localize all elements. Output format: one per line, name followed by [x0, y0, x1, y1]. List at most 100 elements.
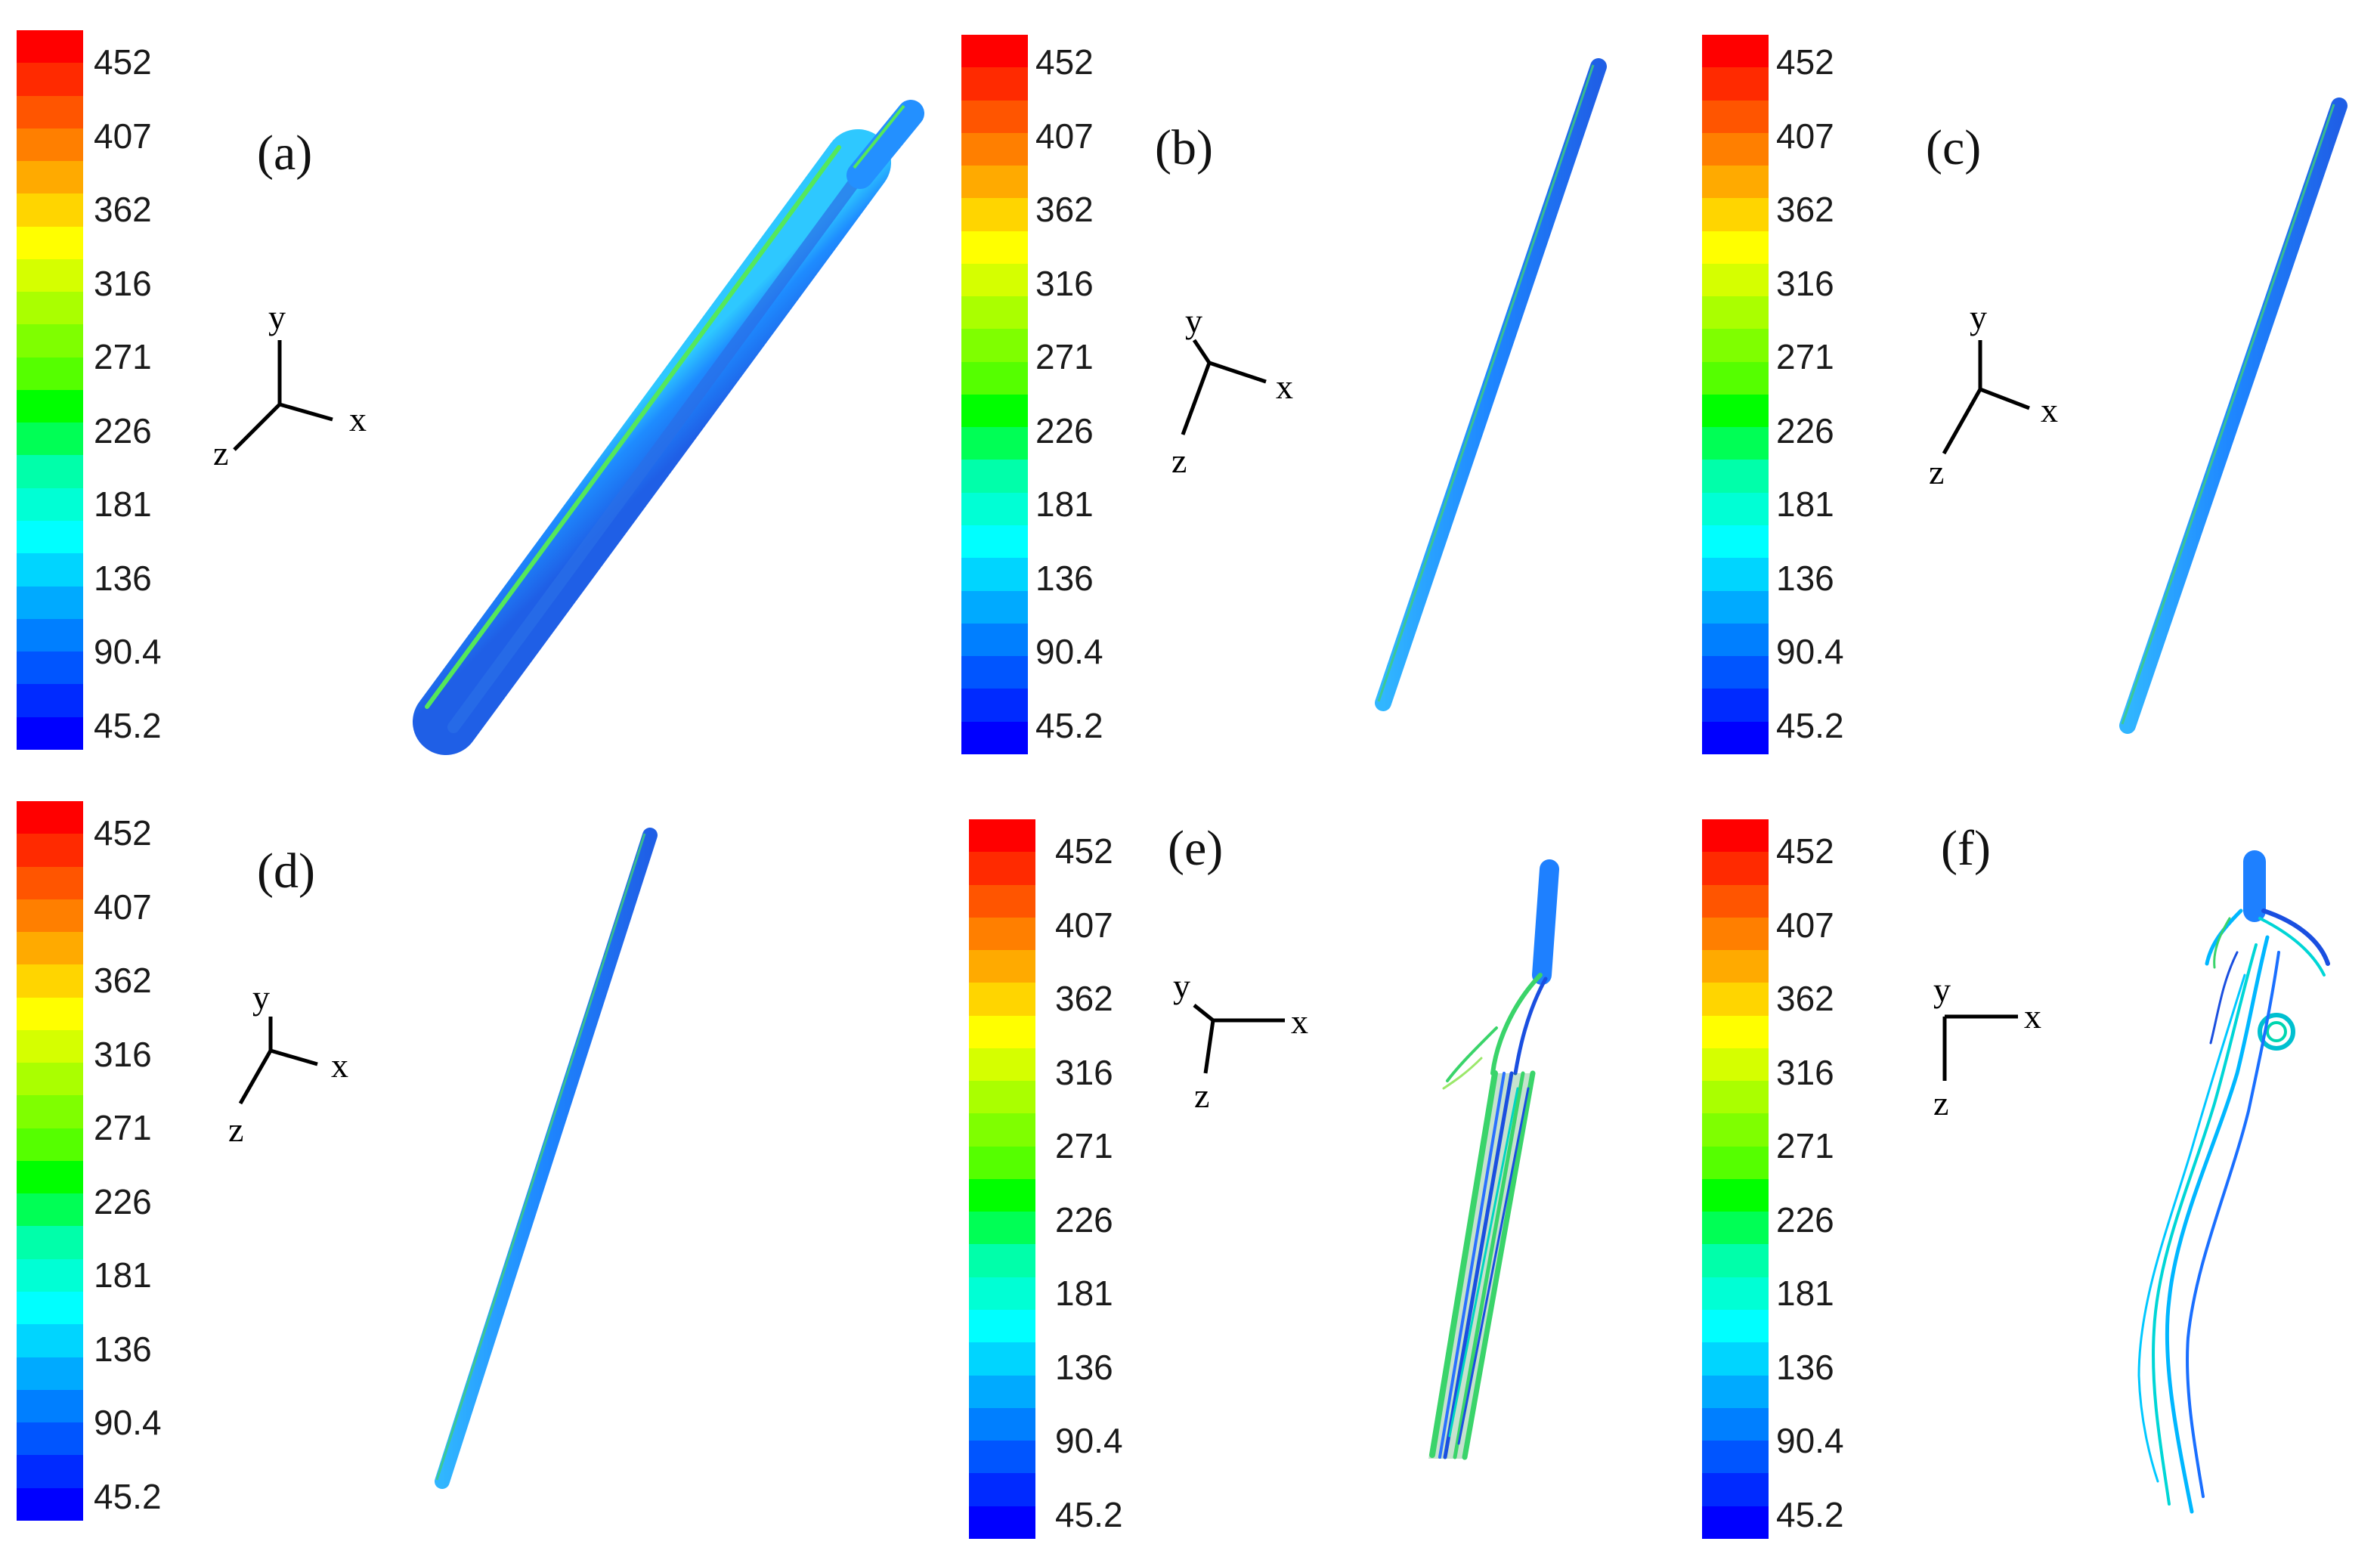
axis-label-z: z: [1171, 441, 1187, 480]
axis-label-x: x: [1276, 367, 1293, 406]
legend-tick-label: 226: [94, 1181, 152, 1221]
axis-label-x: x: [349, 400, 367, 438]
legend-tick-label: 90.4: [94, 1403, 162, 1443]
legend-swatch: [1702, 492, 1769, 525]
legend-swatch: [1702, 1473, 1769, 1506]
legend-tick-label: 226: [1035, 410, 1094, 450]
color-legend-d: [17, 801, 83, 1521]
legend-swatch: [969, 1244, 1035, 1277]
legend-swatch: [961, 394, 1028, 428]
legend-tick-label: 181: [94, 1255, 152, 1295]
axis-triad-b: y x z: [1171, 302, 1293, 480]
axis-label-y: y: [252, 978, 270, 1017]
legend-tick-label: 45.2: [1055, 1495, 1123, 1534]
legend-swatch: [17, 866, 83, 899]
legend-tick-label: 316: [1055, 1052, 1113, 1092]
legend-tick-label: 271: [94, 337, 152, 377]
axis-label-x: x: [1291, 1002, 1308, 1041]
legend-swatch: [17, 193, 83, 227]
legend-swatch: [1702, 884, 1769, 918]
legend-swatch: [969, 819, 1035, 853]
legend-swatch: [1702, 1146, 1769, 1179]
legend-swatch: [17, 389, 83, 423]
axis-label-x: x: [331, 1046, 348, 1085]
legend-swatch: [1702, 296, 1769, 330]
legend-swatch: [961, 166, 1028, 199]
legend-tick-label: 226: [94, 410, 152, 450]
legend-swatch: [969, 1277, 1035, 1310]
legend-swatch: [961, 231, 1028, 264]
legend-swatch: [1702, 231, 1769, 264]
panel-label-b: (b): [1155, 120, 1213, 175]
legend-swatch: [1702, 132, 1769, 166]
legend-swatch: [1702, 1015, 1769, 1048]
axis-label-z: z: [228, 1110, 243, 1149]
legend-swatch: [1702, 689, 1769, 722]
legend-swatch: [969, 1212, 1035, 1245]
legend-swatch: [969, 1375, 1035, 1408]
legend-swatch: [17, 226, 83, 259]
legend-swatch: [17, 357, 83, 390]
axis-label-z: z: [1933, 1084, 1948, 1122]
legend-tick-label: 316: [1035, 263, 1094, 303]
legend-swatch: [1702, 525, 1769, 559]
legend-tick-label: 452: [1776, 831, 1834, 871]
legend-swatch: [1702, 721, 1769, 754]
legend-swatch: [961, 329, 1028, 362]
legend-tick-label: 226: [1055, 1199, 1113, 1240]
legend-swatch: [969, 1146, 1035, 1179]
legend-swatch: [969, 1178, 1035, 1212]
legend-swatch: [17, 30, 83, 63]
legend-tick-label: 90.4: [1776, 632, 1844, 672]
legend-tick-label: 181: [1776, 1274, 1834, 1314]
axis-label-y: y: [1933, 970, 1951, 1009]
legend-swatch: [1702, 263, 1769, 297]
legend-swatch: [1702, 35, 1769, 68]
legend-swatch: [1702, 950, 1769, 983]
axis-triad-e: y x z: [1173, 967, 1308, 1115]
panel-label-c: (c): [1926, 120, 1982, 175]
legend-tick-label: 362: [1055, 979, 1113, 1019]
legend-swatch: [17, 1389, 83, 1423]
legend-swatch: [969, 1015, 1035, 1048]
legend-swatch: [1702, 1441, 1769, 1474]
legend-tick-label: 271: [94, 1108, 152, 1148]
axis-label-y: y: [1970, 298, 1987, 336]
color-legend-f: [1702, 819, 1769, 1539]
legend-tick-label: 407: [1035, 116, 1094, 156]
legend-swatch: [1702, 1113, 1769, 1147]
legend-swatch: [961, 689, 1028, 722]
legend-swatch: [1702, 1244, 1769, 1277]
legend-swatch: [1702, 460, 1769, 493]
legend-swatch: [961, 100, 1028, 133]
axis-label-y: y: [268, 298, 286, 336]
legend-swatch: [1702, 100, 1769, 133]
legend-swatch: [1702, 917, 1769, 951]
legend-tick-label: 90.4: [1035, 632, 1103, 672]
legend-swatch: [961, 35, 1028, 68]
legend-swatch: [969, 950, 1035, 983]
color-legend-a: [17, 30, 83, 750]
legend-tick-label: 90.4: [94, 632, 162, 672]
legend-swatch: [17, 292, 83, 325]
legend-swatch: [1702, 1081, 1769, 1114]
axis-label-z: z: [213, 434, 228, 472]
legend-swatch: [17, 1095, 83, 1128]
streamlines-f: [2137, 850, 2330, 1514]
axis-label-x: x: [2024, 997, 2041, 1035]
legend-tick-label: 136: [1055, 1347, 1113, 1387]
legend-tick-label: 181: [94, 484, 152, 525]
legend-swatch: [1702, 656, 1769, 689]
legend-swatch: [17, 1128, 83, 1161]
legend-swatch: [1702, 329, 1769, 362]
legend-swatch: [17, 1160, 83, 1194]
legend-tick-label: 452: [1776, 42, 1834, 82]
axis-label-y: y: [1185, 302, 1202, 340]
legend-tick-label: 407: [1055, 905, 1113, 945]
axis-label-y: y: [1173, 967, 1190, 1005]
legend-tick-label: 136: [1776, 1347, 1834, 1387]
axis-label-x: x: [2041, 391, 2058, 429]
color-legend-e: [969, 819, 1035, 1539]
legend-swatch: [969, 1342, 1035, 1376]
legend-swatch: [969, 1441, 1035, 1474]
